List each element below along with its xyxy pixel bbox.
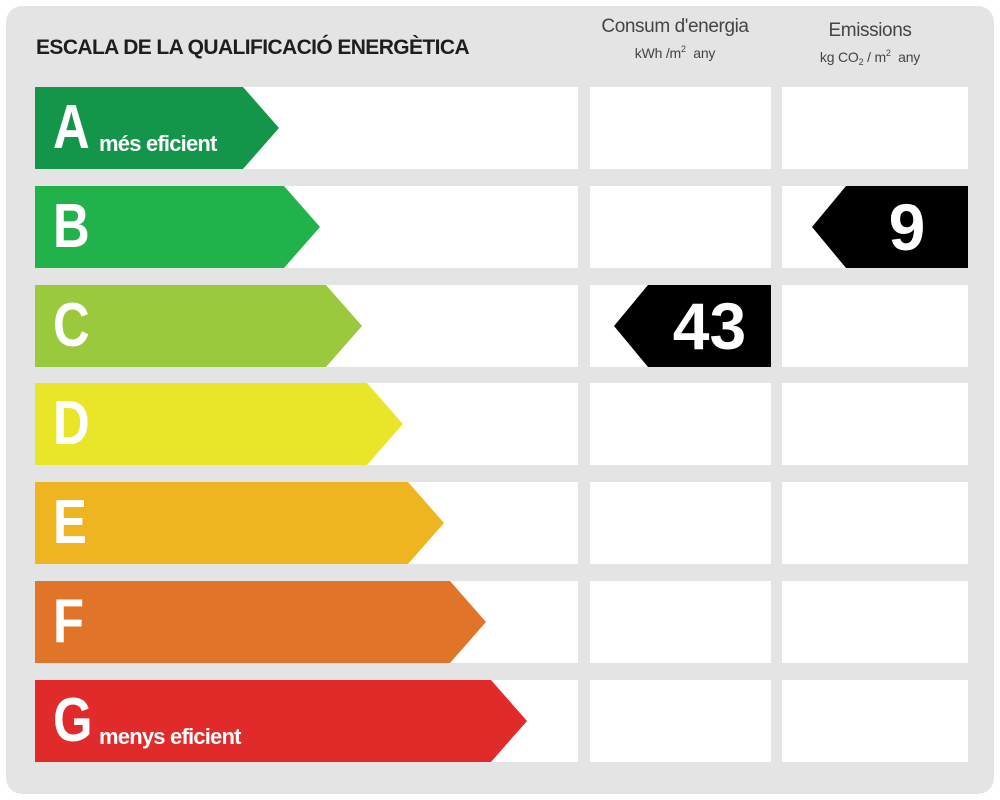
emissions-value: 9 <box>888 190 926 264</box>
emissions-cell-g <box>782 680 968 762</box>
emissions-cell-c <box>782 285 968 367</box>
rating-arrow-shape <box>35 383 403 465</box>
consumption-value-marker: 43 <box>614 285 771 367</box>
consumption-column-header: Consum d'energia kWh /m2 any <box>585 16 765 61</box>
page-title: ESCALA DE LA QUALIFICACIÓ ENERGÈTICA <box>36 36 470 59</box>
rating-bar-b: B <box>35 186 320 268</box>
consumption-cell-a <box>590 87 771 169</box>
emissions-value-marker: 9 <box>812 186 968 268</box>
consumption-column-title: Consum d'energia <box>601 16 749 37</box>
rating-bar-e: E <box>35 482 444 564</box>
rating-letter: F <box>53 587 85 656</box>
rating-letter: E <box>53 488 87 557</box>
consumption-cell-f <box>590 581 771 663</box>
emissions-cell-d <box>782 383 968 465</box>
consumption-cell-g <box>590 680 771 762</box>
rating-letter: G <box>53 686 93 755</box>
rating-bar-f: F <box>35 581 486 663</box>
rating-letter: C <box>53 291 90 360</box>
consumption-cell-d <box>590 383 771 465</box>
consumption-column-unit: kWh /m2 any <box>634 44 716 61</box>
emissions-cell-e <box>782 482 968 564</box>
emissions-column-header: Emissions kg CO2 / m2 any <box>780 20 960 67</box>
rating-bar-d: D <box>35 383 403 465</box>
rating-arrow-shape <box>35 482 444 564</box>
rating-arrow-shape <box>35 87 279 169</box>
rating-arrow-shape <box>35 680 527 762</box>
rating-arrow-shape <box>35 285 362 367</box>
rating-label: més eficient <box>99 131 217 156</box>
rating-bar-c: C <box>35 285 362 367</box>
consumption-value: 43 <box>672 289 747 363</box>
consumption-cell-b <box>590 186 771 268</box>
emissions-column-title: Emissions <box>828 20 912 41</box>
rating-letter: A <box>53 93 90 162</box>
rating-letter: B <box>53 192 90 261</box>
rating-arrow-shape <box>35 186 320 268</box>
rating-label: menys eficient <box>99 724 241 749</box>
rating-letter: D <box>53 389 90 458</box>
rating-arrow-shape <box>35 581 486 663</box>
emissions-column-unit: kg CO2 / m2 any <box>819 48 921 67</box>
emissions-cell-f <box>782 581 968 663</box>
emissions-cell-a <box>782 87 968 169</box>
consumption-cell-e <box>590 482 771 564</box>
